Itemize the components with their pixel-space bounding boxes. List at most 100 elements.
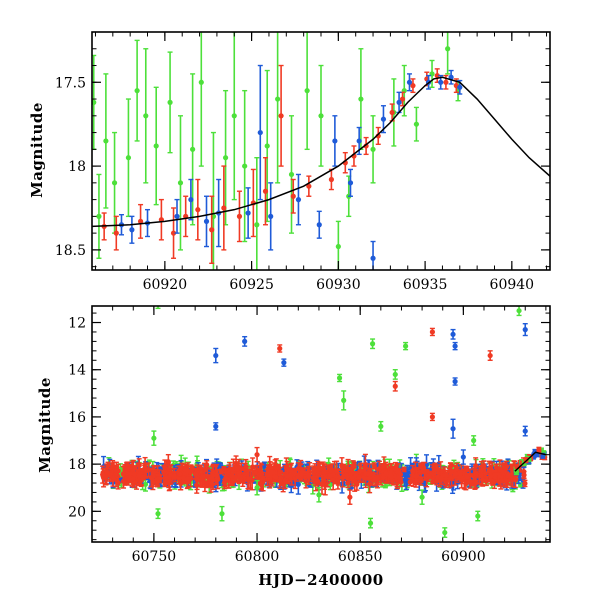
data-point-red [480,472,486,487]
data-point-blue [332,115,338,167]
data-point-red [164,474,170,481]
data-point-green [402,341,409,351]
data-point-red [306,465,312,486]
data-point-red [136,458,142,472]
data-point-red [407,477,413,487]
data-point-red [103,467,109,486]
data-point-red [158,198,164,241]
data-point-red [372,472,378,487]
data-point-red [410,464,416,477]
data-point-red [425,470,432,483]
data-point-red [505,472,511,479]
data-point-red [435,464,441,475]
data-point-red [429,412,436,422]
plot-area [100,306,548,538]
data-point-green [341,390,347,411]
data-point-blue [380,105,387,134]
data-point-red [339,457,345,474]
x-tick-label: 60750 [132,549,177,565]
data-point-blue [257,64,263,201]
data-point-red [246,468,252,490]
data-point-red [221,165,227,251]
zoomed-light-curve-panel: 60920 60925 60930 60935 60940 17.5 18 18.5 [55,31,551,293]
y-tick-label: 14 [68,363,86,379]
data-point-red [155,475,161,483]
data-point-red [334,460,340,481]
data-point-red [290,178,296,214]
data-point-red [137,203,144,239]
x-tick-label: 60900 [441,549,486,565]
data-point-red [418,476,424,483]
data-point-blue [129,215,135,244]
model-curve [514,451,547,472]
data-point-blue [213,347,219,364]
y-tick-label: 20 [68,504,86,520]
data-point-green [143,48,149,184]
data-point-red [100,465,106,484]
data-point-red [126,475,132,483]
data-point-green [155,306,161,310]
data-point-green [155,508,161,520]
data-point-red [521,470,527,480]
data-point-green [198,32,204,167]
data-point-red [464,473,470,480]
data-point-red [295,462,301,476]
data-point-green [219,505,225,522]
data-point-red [234,465,240,472]
data-point-red [203,481,210,489]
data-point-green [475,510,481,522]
y-tick-label: 18 [68,159,86,175]
data-point-green [392,369,398,380]
data-point-blue [522,425,528,437]
y-tick-label: 17.5 [55,75,86,91]
data-point-red [176,471,183,477]
data-point-red [367,467,373,481]
data-point-red [272,474,279,480]
data-point-green [254,157,260,270]
data-point-green [516,306,522,317]
data-point-red [443,471,449,479]
data-point-red [243,458,249,475]
data-point-red [473,470,479,477]
data-point-red [165,453,171,470]
data-point-red [438,471,444,486]
data-point-green [288,115,295,234]
data-point-green [96,173,102,259]
data-point-green [151,430,157,446]
data-point-green [316,487,322,503]
data-point-red [371,462,377,470]
data-point-red [522,479,528,488]
data-point-red [488,467,494,485]
data-point-blue [406,73,413,92]
data-point-red [457,470,463,477]
x-tick-label: 60935 [403,277,448,293]
data-point-blue [268,182,274,251]
data-point-red [492,471,498,479]
data-point-red [199,474,205,481]
data-point-green [413,106,420,142]
data-point-blue [450,328,456,340]
x-tick-label: 60800 [235,549,280,565]
data-point-red [226,464,232,475]
data-point-red [487,350,493,361]
y-tick-label: 18.5 [55,243,86,259]
data-point-red [392,380,398,392]
data-point-green [103,73,109,209]
data-point-green [242,89,248,243]
data-point-red [120,465,126,483]
data-point-green [429,59,435,89]
data-point-blue [281,358,287,367]
data-point-green [231,32,237,201]
data-point-red [282,471,288,490]
data-point-green [378,420,384,432]
data-point-red [347,489,353,505]
bottom-x-axis-title: HJD−2400000 [258,571,383,589]
data-point-red [183,195,189,238]
model-curve [92,76,550,228]
data-point-blue [452,341,458,351]
data-point-green [445,32,451,75]
plot-frame [91,305,551,543]
data-point-blue [448,69,454,85]
data-point-red [328,168,335,191]
